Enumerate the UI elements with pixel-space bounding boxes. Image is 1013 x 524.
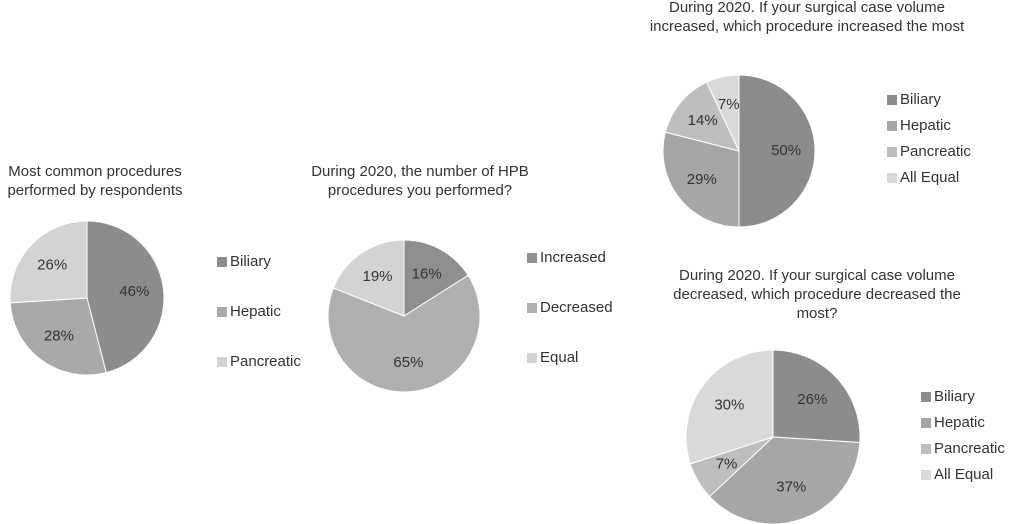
pie-slice	[662, 131, 740, 228]
legend-swatch	[217, 357, 227, 367]
legend-swatch	[217, 257, 227, 267]
legend-label: Pancreatic	[900, 143, 971, 160]
legend-label: Biliary	[900, 91, 941, 108]
chart-title: During 2020. If your surgical case volum…	[649, 0, 965, 35]
slice-label: 65%	[393, 354, 423, 371]
legend-swatch	[527, 303, 537, 313]
legend-label: Biliary	[934, 388, 975, 405]
pie-slice	[9, 297, 107, 376]
pie-slice	[327, 274, 481, 393]
legend-label: Hepatic	[900, 117, 951, 134]
legend-label: Hepatic	[934, 414, 985, 431]
slice-label: 29%	[687, 171, 717, 188]
legend-label: Equal	[540, 349, 578, 366]
slice-label: 26%	[797, 391, 827, 408]
pie-slice	[738, 74, 816, 228]
legend-swatch	[921, 444, 931, 454]
pie-slice	[705, 74, 740, 152]
slice-label: 50%	[771, 142, 801, 159]
pie-slice	[86, 220, 165, 374]
slice-label: 30%	[714, 396, 744, 413]
chart-title: Most common procedures performed by resp…	[7, 163, 183, 199]
slice-label: 37%	[776, 479, 806, 496]
legend-label: Hepatic	[230, 303, 281, 320]
legend-swatch	[887, 147, 897, 157]
slice-label: 16%	[412, 266, 442, 283]
slice-label: 19%	[362, 268, 392, 285]
legend-label: All Equal	[900, 169, 959, 186]
legend-swatch	[887, 95, 897, 105]
legend-swatch	[887, 173, 897, 183]
pie-slice	[332, 239, 405, 317]
legend-swatch	[527, 253, 537, 263]
slice-label: 7%	[716, 455, 738, 472]
slice-label: 7%	[718, 96, 740, 113]
pie-slice	[9, 220, 88, 304]
legend-label: Decreased	[540, 299, 613, 316]
slice-label: 26%	[37, 256, 67, 273]
pie-slice	[708, 436, 861, 524]
legend-label: All Equal	[934, 466, 993, 483]
legend-label: Increased	[540, 249, 606, 266]
pie-slice	[403, 239, 469, 317]
pie-slice	[685, 349, 774, 465]
legend-label: Biliary	[230, 253, 271, 270]
legend-swatch	[887, 121, 897, 131]
legend-label: Pancreatic	[230, 353, 301, 370]
slice-label: 28%	[44, 328, 74, 345]
legend-label: Pancreatic	[934, 440, 1005, 457]
chart-title: During 2020, the number of HPB procedure…	[311, 163, 529, 199]
legend-swatch	[921, 392, 931, 402]
slice-label: 14%	[688, 112, 718, 129]
legend-swatch	[217, 307, 227, 317]
pie-slice	[664, 81, 740, 152]
legend-swatch	[527, 353, 537, 363]
slice-label: 46%	[119, 283, 149, 300]
legend-swatch	[921, 470, 931, 480]
chart-title: During 2020. If your surgical case volum…	[673, 267, 961, 322]
pie-slice	[772, 349, 861, 443]
legend-swatch	[921, 418, 931, 428]
